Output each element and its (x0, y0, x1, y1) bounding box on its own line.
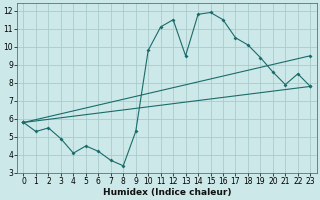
X-axis label: Humidex (Indice chaleur): Humidex (Indice chaleur) (103, 188, 231, 197)
